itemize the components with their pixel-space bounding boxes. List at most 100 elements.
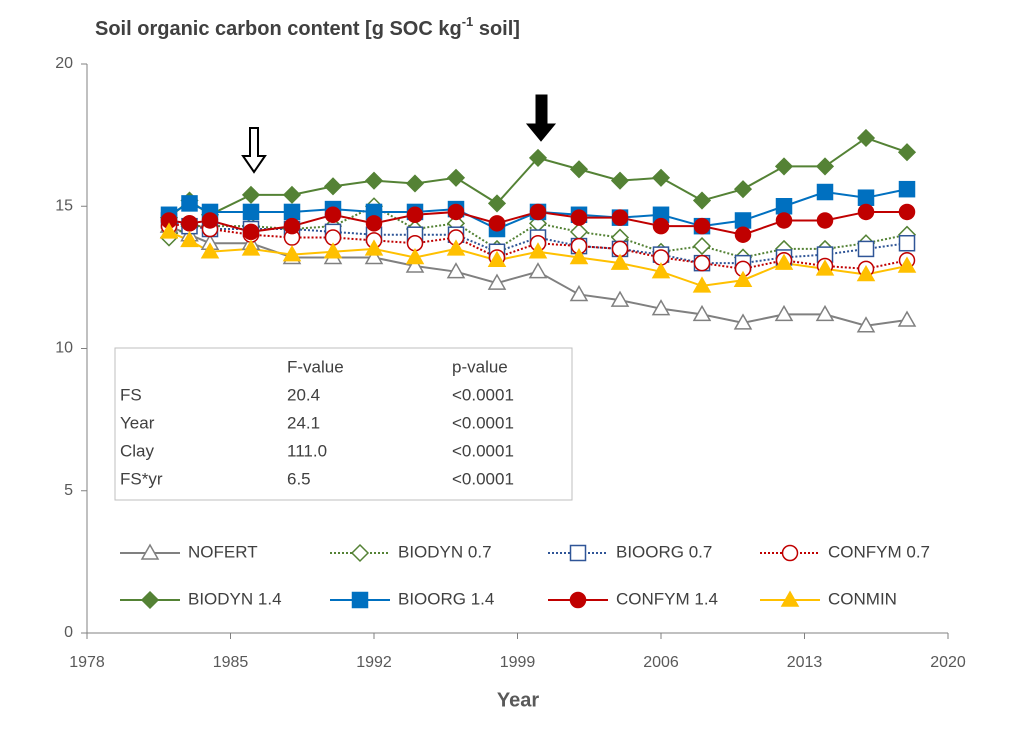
legend-swatch-marker [781, 544, 799, 562]
legend-swatch-marker [780, 590, 800, 607]
data-point [692, 191, 712, 210]
data-point [816, 183, 834, 201]
data-point [897, 310, 917, 327]
data-point [774, 253, 794, 270]
series-line [168, 225, 908, 327]
data-point [283, 203, 301, 221]
data-point [816, 212, 834, 229]
x-tick-label: 2006 [643, 654, 679, 671]
data-point [734, 226, 752, 243]
data-point [692, 237, 712, 256]
table-cell: 24.1 [287, 413, 320, 432]
stats-box [114, 347, 573, 501]
data-point [651, 168, 671, 187]
data-point [815, 304, 835, 322]
data-point [569, 284, 589, 302]
data-point [569, 222, 589, 241]
data-point [487, 194, 507, 213]
data-point [364, 247, 384, 265]
table-cell: 111.0 [287, 441, 327, 460]
data-point [569, 160, 589, 179]
legend-swatch-marker [569, 591, 587, 609]
legend-label: BIOORG 0.7 [616, 542, 712, 561]
data-point [405, 247, 425, 265]
data-point [159, 222, 179, 239]
data-point [446, 239, 466, 256]
y-tick-label: 5 [64, 482, 73, 499]
legend-label: CONFYM 0.7 [828, 542, 930, 561]
data-point [242, 223, 260, 241]
x-axis-label: Year [497, 689, 539, 711]
title-superscript: -1 [462, 14, 474, 29]
chart-title: Soil organic carbon content [g SOC kg-1 … [95, 14, 520, 40]
data-point [570, 209, 588, 226]
title-text: Soil organic carbon content [g SOC kg [95, 18, 462, 40]
table-cell: Clay [120, 441, 155, 460]
data-point [201, 212, 219, 229]
data-point [324, 206, 342, 224]
data-point [569, 247, 589, 265]
data-point [733, 313, 753, 330]
table-cell: <0.0001 [452, 385, 514, 404]
data-point [181, 215, 198, 232]
data-point [405, 174, 425, 193]
data-point [323, 242, 343, 259]
data-point [856, 316, 876, 333]
series-line [168, 222, 908, 270]
legend-label: CONFYM 1.4 [616, 589, 718, 608]
legend-label: BIODYN 0.7 [398, 542, 492, 561]
table-cell: FS [120, 385, 142, 404]
legend-swatch-marker [140, 590, 160, 610]
data-point [241, 185, 261, 204]
table-header: p-value [452, 357, 508, 376]
legend-swatch-marker [140, 543, 160, 560]
legend-label: BIOORG 1.4 [398, 589, 494, 608]
legend-swatch-marker [350, 543, 370, 563]
legend-swatch-marker [351, 591, 369, 609]
data-point [897, 143, 917, 162]
y-tick-label: 15 [55, 197, 73, 214]
data-point [405, 256, 425, 273]
data-point [774, 304, 794, 322]
data-point [446, 262, 466, 279]
data-point [775, 212, 793, 229]
series-line [168, 205, 908, 259]
y-tick-label: 10 [55, 340, 73, 357]
data-point [651, 299, 671, 316]
x-tick-label: 1985 [213, 654, 249, 671]
x-tick-label: 1978 [69, 654, 105, 671]
data-point [898, 234, 916, 252]
data-point [857, 203, 875, 221]
data-point [365, 215, 383, 232]
data-point [447, 203, 465, 221]
data-point [200, 242, 220, 259]
data-point [692, 276, 712, 293]
data-point [857, 189, 875, 206]
data-point [815, 259, 835, 276]
data-point [651, 262, 671, 279]
data-point [815, 157, 835, 176]
data-point [446, 168, 466, 187]
data-point [282, 185, 302, 204]
x-tick-label: 1992 [356, 654, 392, 671]
data-point [610, 171, 630, 190]
data-point [693, 217, 711, 235]
data-point [897, 256, 917, 273]
data-point [181, 195, 198, 212]
arrow-filled [525, 94, 557, 142]
table-cell: 6.5 [287, 469, 311, 488]
data-point [242, 203, 260, 221]
data-point [733, 180, 753, 199]
legend-swatch-marker [569, 544, 587, 562]
data-point [693, 254, 711, 272]
data-point [529, 203, 547, 221]
data-point [856, 128, 876, 148]
data-point [364, 171, 384, 190]
data-point [734, 212, 752, 229]
data-point [652, 217, 670, 235]
arrow-hollow [241, 127, 267, 174]
legend-label: CONMIN [828, 589, 897, 608]
legend-label: NOFERT [188, 542, 258, 561]
